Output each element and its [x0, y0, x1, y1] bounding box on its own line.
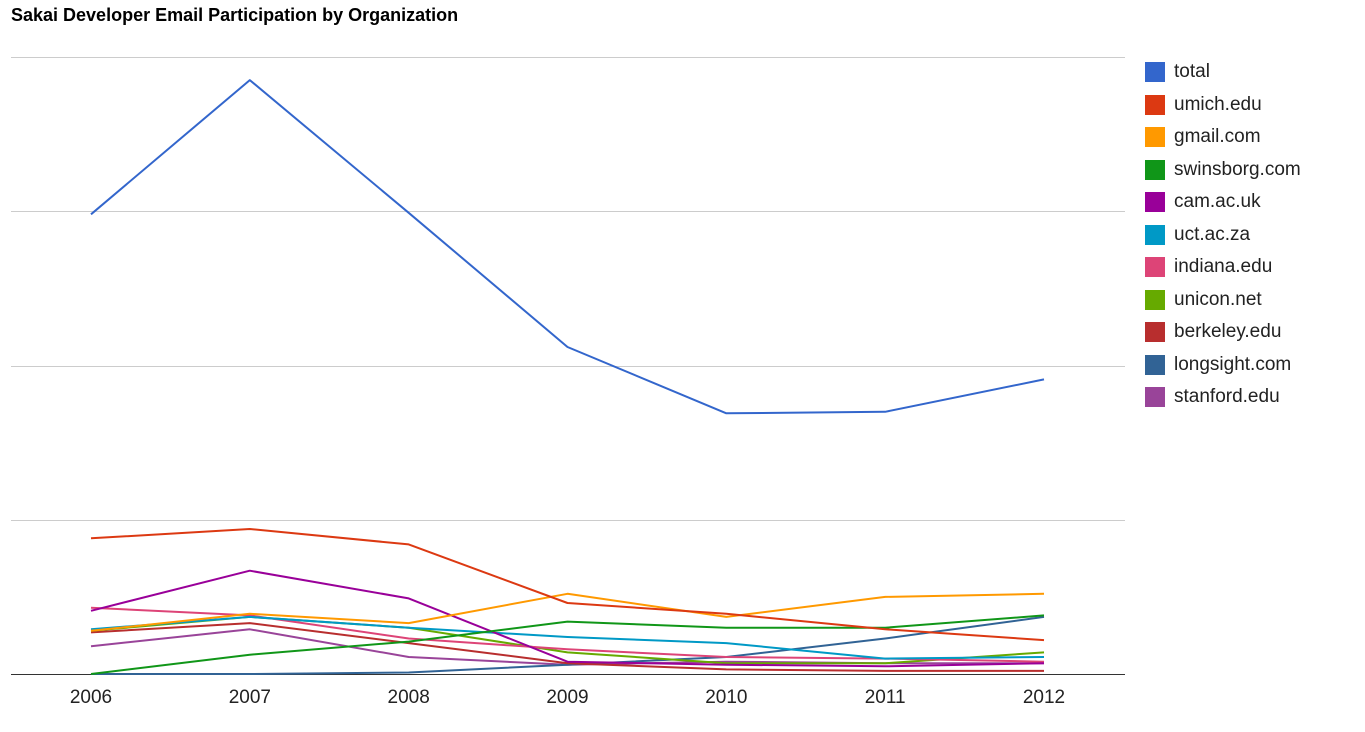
legend-swatch	[1145, 289, 1165, 310]
series-line-umich.edu[interactable]	[90, 528, 1045, 642]
legend-item-umich.edu[interactable]: umich.edu	[1145, 89, 1301, 122]
chart-legend: total umich.edu gmail.com swinsborg.com cam.…	[1145, 56, 1301, 414]
legend-label: longsight.com	[1174, 353, 1292, 375]
series-line-gmail.com[interactable]	[90, 592, 1045, 632]
legend-label: unicon.net	[1174, 288, 1262, 310]
chart-title: Sakai Developer Email Participation by O…	[11, 5, 459, 25]
legend-label: swinsborg.com	[1174, 158, 1301, 180]
legend-label: total	[1174, 61, 1210, 83]
legend-item-stanford.edu[interactable]: stanford.edu	[1145, 381, 1301, 414]
legend-swatch	[1145, 127, 1165, 148]
legend-swatch	[1145, 159, 1165, 180]
x-tick-label: 2010	[705, 687, 747, 708]
legend-item-swinsborg.com[interactable]: swinsborg.com	[1145, 154, 1301, 187]
legend-item-cam.ac.uk[interactable]: cam.ac.uk	[1145, 186, 1301, 219]
legend-label: gmail.com	[1174, 126, 1261, 148]
legend-item-berkeley.edu[interactable]: berkeley.edu	[1145, 316, 1301, 349]
gridlines	[11, 57, 1125, 675]
legend-swatch	[1145, 387, 1165, 408]
legend-label: berkeley.edu	[1174, 321, 1282, 343]
x-axis: 2006 2007 2008 2009 2010 2011 2012	[70, 687, 1065, 708]
series-line-uct.ac.za[interactable]	[90, 615, 1045, 660]
legend-swatch	[1145, 192, 1165, 213]
legend-swatch	[1145, 354, 1165, 375]
legend-swatch	[1145, 257, 1165, 278]
legend-label: indiana.edu	[1174, 256, 1273, 278]
x-tick-label: 2006	[70, 687, 112, 708]
legend-label: cam.ac.uk	[1174, 191, 1261, 213]
x-tick-label: 2011	[865, 687, 906, 708]
series-lines	[90, 79, 1045, 675]
legend-label: umich.edu	[1174, 93, 1262, 115]
x-tick-label: 2012	[1023, 687, 1065, 708]
series-line-berkeley.edu[interactable]	[90, 622, 1044, 672]
x-tick-label: 2008	[388, 687, 430, 708]
legend-swatch	[1145, 322, 1165, 343]
legend-item-unicon.net[interactable]: unicon.net	[1145, 284, 1301, 317]
series-line-swinsborg.com[interactable]	[90, 614, 1045, 675]
legend-item-indiana.edu[interactable]: indiana.edu	[1145, 251, 1301, 284]
legend-item-uct.ac.za[interactable]: uct.ac.za	[1145, 219, 1301, 252]
legend-swatch	[1145, 94, 1165, 115]
legend-item-gmail.com[interactable]: gmail.com	[1145, 121, 1301, 154]
series-line-total[interactable]	[90, 79, 1045, 415]
legend-label: uct.ac.za	[1174, 223, 1251, 245]
series-line-longsight.com[interactable]	[91, 615, 1045, 675]
legend-item-total[interactable]: total	[1145, 56, 1301, 89]
legend-swatch	[1145, 224, 1165, 245]
legend-swatch	[1145, 62, 1165, 83]
legend-label: stanford.edu	[1174, 386, 1280, 408]
x-tick-label: 2007	[229, 687, 271, 708]
series-line-cam.ac.uk[interactable]	[90, 569, 1045, 668]
legend-item-longsight.com[interactable]: longsight.com	[1145, 349, 1301, 382]
x-tick-label: 2009	[546, 687, 588, 708]
